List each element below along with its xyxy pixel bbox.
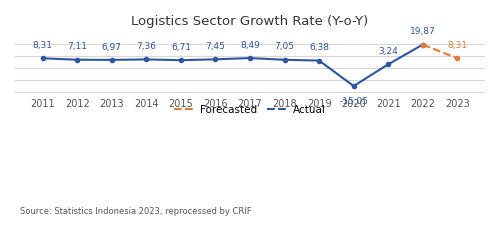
Text: 8,49: 8,49 bbox=[240, 41, 260, 50]
Text: 7,05: 7,05 bbox=[274, 42, 294, 51]
Text: 8,31: 8,31 bbox=[448, 41, 468, 50]
Text: -15,05: -15,05 bbox=[339, 97, 368, 106]
Text: Source: Statistics Indonesia 2023, reprocessed by CRIF: Source: Statistics Indonesia 2023, repro… bbox=[20, 207, 252, 216]
Text: 6,38: 6,38 bbox=[309, 43, 329, 52]
Text: 7,36: 7,36 bbox=[136, 42, 156, 51]
Text: 3,24: 3,24 bbox=[378, 47, 398, 56]
Text: 6,71: 6,71 bbox=[171, 43, 191, 52]
Title: Logistics Sector Growth Rate (Y-o-Y): Logistics Sector Growth Rate (Y-o-Y) bbox=[132, 15, 368, 28]
Text: 19,87: 19,87 bbox=[410, 27, 436, 36]
Text: 6,97: 6,97 bbox=[102, 43, 122, 52]
Legend: Forecasted, Actual: Forecasted, Actual bbox=[170, 101, 330, 119]
Text: 8,31: 8,31 bbox=[32, 41, 52, 50]
Text: 7,11: 7,11 bbox=[67, 42, 87, 51]
Text: 7,45: 7,45 bbox=[206, 42, 226, 51]
